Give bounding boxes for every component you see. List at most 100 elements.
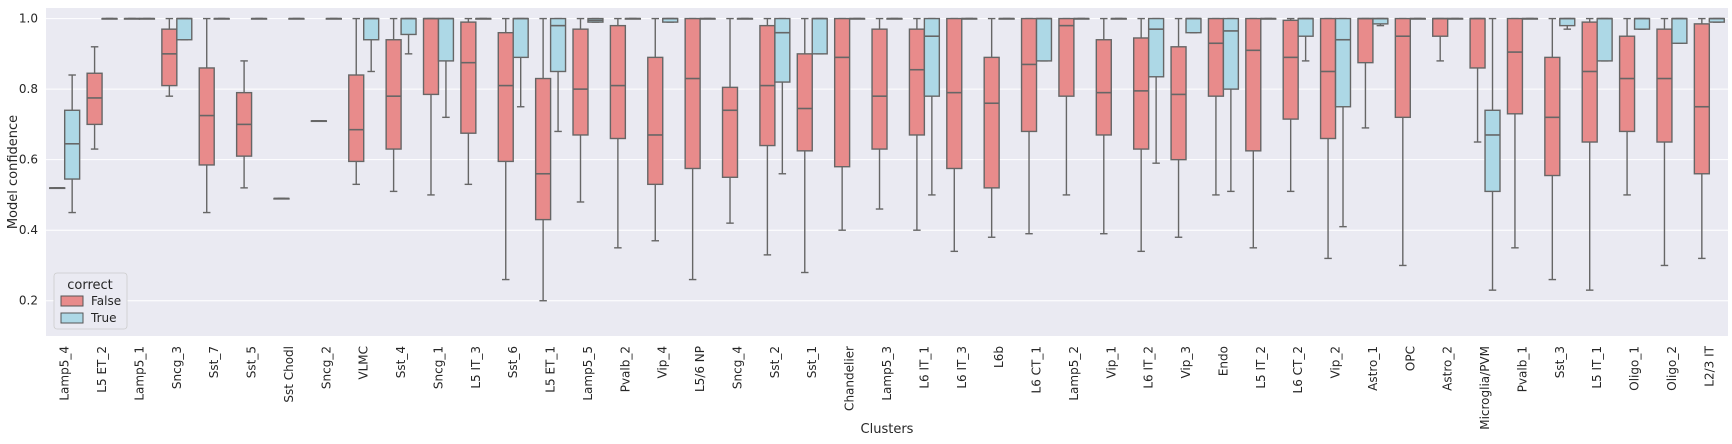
box-true (961, 17, 978, 20)
box-false (1432, 17, 1449, 62)
box-false (1058, 17, 1075, 196)
box-iqr (1596, 17, 1613, 62)
x-tick-label: Vip_4 (656, 346, 670, 379)
x-tick-label: Oligo_2 (1665, 346, 1679, 391)
box-true (848, 17, 866, 20)
box-true (138, 17, 156, 20)
box-false (1020, 17, 1038, 235)
box-true (774, 17, 791, 175)
box-iqr (1656, 28, 1673, 143)
box-iqr (1132, 37, 1150, 150)
box-false (385, 17, 402, 193)
box-iqr (1222, 17, 1240, 90)
box-true (1633, 17, 1651, 30)
x-tick-label: Lamp5_2 (1067, 346, 1081, 401)
x-tick-label: Chandelier (843, 346, 857, 411)
box-true (1521, 17, 1539, 20)
box-true (1110, 17, 1127, 20)
box-iqr (1035, 17, 1053, 62)
box-iqr (1334, 17, 1352, 108)
box-true (1260, 17, 1277, 20)
box-true (624, 17, 642, 20)
x-tick-label: Sst_1 (805, 346, 819, 378)
x-tick-label: Sncg_2 (319, 346, 333, 389)
box-false (1581, 17, 1598, 291)
box-false (534, 17, 552, 302)
x-axis-label: Clusters (861, 422, 914, 437)
box-iqr (363, 17, 380, 41)
y-tick-label: 0.4 (19, 223, 38, 237)
x-tick-label: Lamp5_1 (132, 346, 146, 401)
box-iqr (1020, 17, 1038, 133)
box-false (647, 17, 664, 242)
box-iqr (1170, 46, 1187, 161)
box-false (161, 17, 178, 97)
box-false (983, 17, 1000, 238)
box-true (475, 17, 492, 20)
box-false (1170, 17, 1187, 238)
x-tick-label: Lamp5_3 (880, 346, 894, 401)
y-tick-labels: 0.2 0.4 0.6 0.8 1.0 (19, 12, 38, 308)
x-tick-label: Sncg_3 (170, 346, 184, 389)
box-true (101, 17, 118, 20)
box-iqr (1544, 56, 1561, 177)
box-true (437, 17, 455, 119)
x-tick-label: L5 ET_2 (95, 346, 109, 393)
box-iqr (983, 56, 1000, 189)
box-false (721, 17, 739, 224)
box-true (587, 17, 604, 23)
x-tick-label: L6 IT_2 (1142, 346, 1156, 389)
x-tick-label: L6 IT_3 (955, 346, 969, 389)
box-false (1394, 17, 1411, 267)
x-tick-label: L5 IT_2 (1254, 346, 1268, 389)
box-iqr (161, 28, 178, 87)
x-tick-label: Vip_2 (1329, 346, 1343, 379)
box-iqr (1484, 109, 1501, 193)
x-tick-label: Astro_2 (1441, 346, 1455, 391)
box-true (811, 17, 828, 55)
box-true (1446, 17, 1464, 20)
x-tick-label: L5 IT_1 (1590, 346, 1604, 389)
box-iqr (833, 17, 851, 168)
box-false (497, 17, 514, 281)
x-tick-label: Oligo_1 (1628, 346, 1642, 391)
box-iqr (647, 56, 664, 186)
x-tick-label: Lamp5_4 (58, 346, 72, 401)
box-true (662, 17, 679, 23)
box-false (1656, 17, 1673, 267)
box-iqr (923, 17, 941, 97)
box-iqr (796, 53, 813, 152)
box-iqr (908, 28, 926, 136)
box-iqr (460, 21, 477, 134)
x-tick-label: Sst_5 (245, 346, 259, 378)
box-false (460, 17, 477, 186)
box-false (759, 17, 776, 256)
y-axis-label: Model confidence (6, 115, 21, 229)
box-iqr (572, 28, 589, 136)
box-iqr (1297, 17, 1314, 37)
x-tick-label: OPC (1403, 346, 1417, 371)
box-false (1095, 17, 1112, 235)
box-iqr (422, 17, 440, 96)
x-tick-label: Sst_2 (768, 346, 782, 378)
x-tick-label: Vip_3 (1179, 346, 1193, 379)
box-iqr (871, 28, 888, 150)
legend: correct False True (53, 272, 128, 330)
x-tick-label: L6 CT_1 (1030, 346, 1044, 393)
legend-title: correct (67, 278, 113, 293)
box-iqr (1319, 17, 1337, 140)
box-iqr (1357, 17, 1374, 64)
box-iqr (400, 17, 417, 36)
box-false (1132, 17, 1150, 253)
box-false (86, 46, 103, 150)
box-false (1245, 17, 1262, 249)
box-true (549, 17, 567, 133)
box-true (288, 17, 305, 20)
x-tick-label: Vip_1 (1104, 346, 1118, 379)
box-false (572, 17, 589, 203)
box-iqr (1245, 17, 1262, 152)
x-tick-label: L6b (992, 346, 1006, 368)
y-tick-label: 0.2 (19, 294, 38, 308)
box-iqr (1633, 17, 1651, 30)
